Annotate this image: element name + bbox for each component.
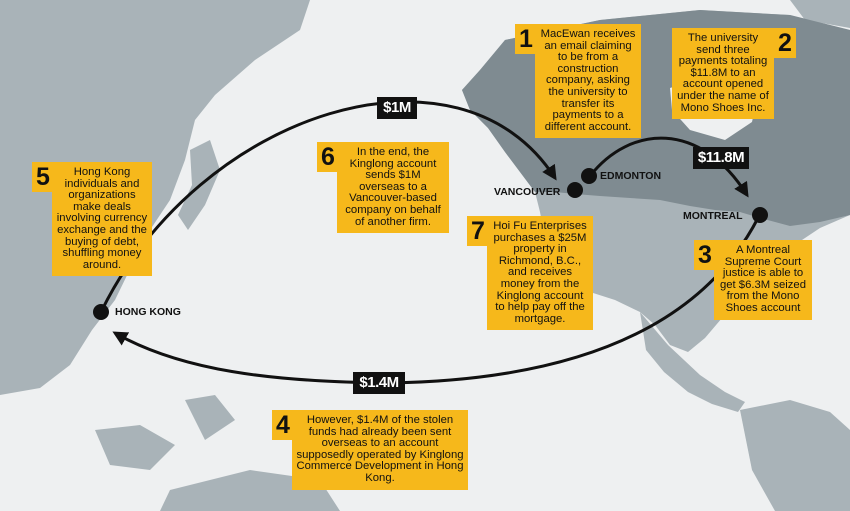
step-1-callout: MacEwan receives an email claiming to be… [535, 24, 641, 139]
vancouver-marker[interactable] [567, 182, 583, 198]
hong-kong-marker[interactable] [93, 304, 109, 320]
edmonton-marker[interactable] [581, 168, 597, 184]
vancouver-label: VANCOUVER [494, 186, 561, 198]
south-america-landmass [740, 400, 850, 511]
step-6-callout: In the end, the Kinglong account sends $… [337, 142, 449, 234]
step-2-callout: The university send three payments total… [672, 28, 774, 120]
step-5-callout: Hong Kong individuals and organizations … [52, 162, 152, 277]
step-7-number: 7 [467, 216, 489, 246]
amount-tag-1m: $1M [377, 97, 417, 119]
montreal-label: MONTREAL [683, 210, 743, 222]
central-america-landmass [640, 312, 745, 412]
step-4-number: 4 [272, 410, 294, 440]
step-3-callout: A Montreal Supreme Court justice is able… [714, 240, 812, 320]
southeast-asia-islands [95, 395, 235, 470]
step-2-number: 2 [774, 28, 796, 58]
step-5-number: 5 [32, 162, 54, 192]
greenland-landmass [790, 0, 850, 28]
step-6-number: 6 [317, 142, 339, 172]
step-4-callout: However, $1.4M of the stolen funds had a… [292, 410, 468, 490]
route-montreal-hongkong [112, 217, 760, 385]
amount-tag-11-8m: $11.8M [693, 147, 749, 169]
step-3-number: 3 [694, 240, 716, 270]
amount-tag-1-4m: $1.4M [353, 372, 405, 394]
step-1-number: 1 [515, 24, 537, 54]
hong-kong-label: HONG KONG [115, 306, 181, 318]
montreal-marker[interactable] [752, 207, 768, 223]
route-edmonton-montreal [588, 136, 749, 198]
asia-landmass [0, 0, 310, 395]
edmonton-label: EDMONTON [600, 170, 662, 182]
step-7-callout: Hoi Fu Enterprises purchases a $25M prop… [487, 216, 593, 331]
